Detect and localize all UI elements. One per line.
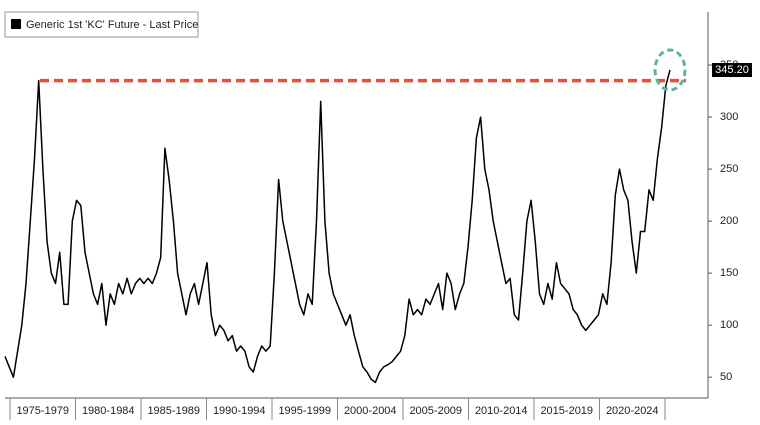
x-tick-label: 2010-2014 [475, 405, 528, 417]
price-line [4, 69, 671, 384]
legend-box [4, 11, 199, 38]
x-tick-label: 1990-1994 [213, 405, 266, 417]
highlight-circle [653, 48, 687, 92]
x-tick-label: 2015-2019 [540, 405, 593, 417]
y-tick-label: 300 [720, 111, 738, 123]
x-tick-label: 1985-1989 [147, 405, 200, 417]
x-tick-label: 2020-2024 [606, 405, 659, 417]
x-tick-label: 1975-1979 [16, 405, 69, 417]
y-tick-label: 250 [720, 163, 738, 175]
legend-swatch [11, 19, 21, 29]
y-tick-label: 150 [720, 267, 738, 279]
last-price-label: 345.20 [715, 64, 749, 76]
x-tick-label: 1980-1984 [82, 405, 135, 417]
legend-label: Generic 1st 'KC' Future - Last Price [26, 19, 198, 31]
x-tick-label: 2005-2009 [409, 405, 462, 417]
x-tick-label: 2000-2004 [344, 405, 397, 417]
x-tick-label: 1995-1999 [278, 405, 331, 417]
y-tick-label: 100 [720, 319, 738, 331]
y-tick-label: 50 [720, 371, 732, 383]
last-price-tag [712, 63, 752, 78]
y-tick-label: 200 [720, 215, 738, 227]
